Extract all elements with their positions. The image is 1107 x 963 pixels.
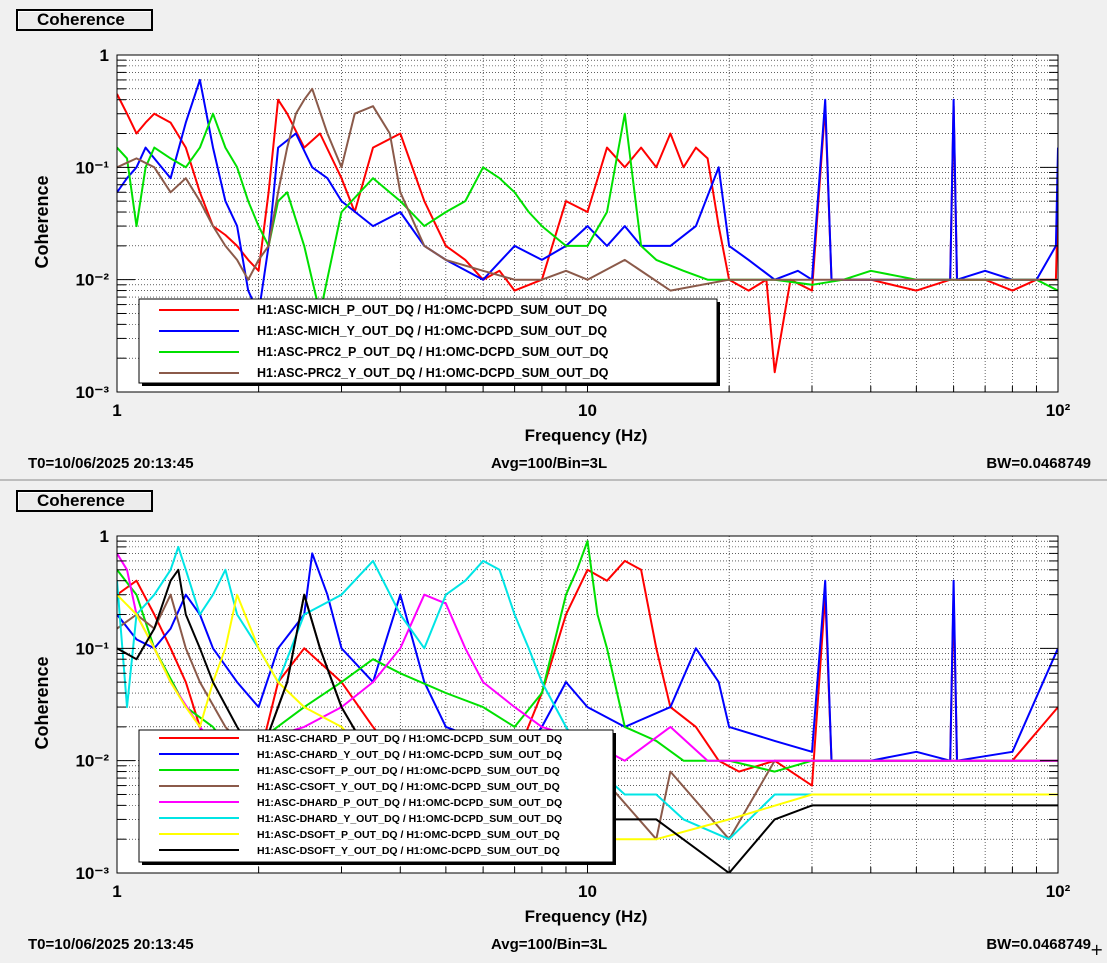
y-tick-label: 10⁻³ [75,383,109,402]
series-line-4[interactable] [117,87,1058,292]
y-tick-label: 1 [100,46,109,65]
legend-entry-5: H1:ASC-DHARD_P_OUT_DQ / H1:OMC-DCPD_SUM_… [257,797,562,809]
x-tick-label: 10² [1046,401,1071,420]
legend-entry-2: H1:ASC-CHARD_Y_OUT_DQ / H1:OMC-DCPD_SUM_… [257,749,562,761]
y-tick-label: 10⁻² [75,752,109,771]
y-tick-label: 1 [100,527,109,546]
y-axis-title: Coherence [32,656,52,749]
x-axis-title: Frequency (Hz) [525,426,648,445]
series-line-7[interactable] [117,593,1058,841]
coherence-chart-2[interactable]: 1 10 10² 10⁻³ 10⁻² 10⁻¹ 1 Frequency (Hz) Coheren… [0,481,1107,931]
legend-entry-3: H1:ASC-CSOFT_P_OUT_DQ / H1:OMC-DCPD_SUM_… [257,765,560,777]
series-line-8[interactable] [117,568,1058,873]
series-line-6[interactable] [117,545,1058,841]
legend[interactable]: H1:ASC-MICH_P_OUT_DQ / H1:OMC-DCPD_SUM_O… [138,298,720,386]
y-tick-label: 10⁻³ [75,864,109,883]
y-tick-label: 10⁻¹ [75,639,109,658]
axis-ticks [116,540,1058,874]
crosshair-cursor-icon: + [1090,940,1104,959]
legend-entry-4: H1:ASC-PRC2_Y_OUT_DQ / H1:OMC-DCPD_SUM_O… [257,366,609,380]
x-tick-label: 10² [1046,882,1071,901]
coherence-panel-2: Coherence 1 10 10² 10⁻³ 10⁻² 10⁻¹ 1 Frequency (… [0,481,1107,960]
averaging-info: Avg=100/Bin=3L [491,455,608,472]
x-axis-title: Frequency (Hz) [525,907,648,926]
panel-title-button[interactable]: Coherence [16,490,153,512]
axis-ticks [116,59,1058,393]
t0-timestamp: T0=10/06/2025 20:13:45 [28,936,194,953]
x-tick-label: 1 [112,401,121,420]
panel-title-button[interactable]: Coherence [16,9,153,31]
legend-entry-6: H1:ASC-DHARD_Y_OUT_DQ / H1:OMC-DCPD_SUM_… [257,813,562,825]
legend-entry-4: H1:ASC-CSOFT_Y_OUT_DQ / H1:OMC-DCPD_SUM_… [257,781,560,793]
coherence-panel-1: Coherence 1 10 10² 10⁻³ 10⁻² 10⁻¹ 1 Frequency (… [0,0,1107,479]
bandwidth-info: BW=0.0468749 [986,455,1091,472]
legend-entry-7: H1:ASC-DSOFT_P_OUT_DQ / H1:OMC-DCPD_SUM_… [257,829,560,841]
series-line-3[interactable] [117,112,1058,315]
legend-entry-1: H1:ASC-CHARD_P_OUT_DQ / H1:OMC-DCPD_SUM_… [257,733,562,745]
x-tick-label: 10 [578,882,597,901]
y-tick-label: 10⁻² [75,271,109,290]
series-group [117,78,1058,374]
x-tick-label: 1 [112,882,121,901]
x-tick-label: 10 [578,401,597,420]
legend-entry-1: H1:ASC-MICH_P_OUT_DQ / H1:OMC-DCPD_SUM_O… [257,303,607,317]
t0-timestamp: T0=10/06/2025 20:13:45 [28,455,194,472]
legend[interactable]: H1:ASC-CHARD_P_OUT_DQ / H1:OMC-DCPD_SUM_… [138,729,616,865]
y-tick-label: 10⁻¹ [75,158,109,177]
coherence-chart-1[interactable]: 1 10 10² 10⁻³ 10⁻² 10⁻¹ 1 Frequency (Hz) Coheren… [0,0,1107,450]
legend-entry-3: H1:ASC-PRC2_P_OUT_DQ / H1:OMC-DCPD_SUM_O… [257,345,609,359]
y-axis-title: Coherence [32,175,52,268]
legend-entry-8: H1:ASC-DSOFT_Y_OUT_DQ / H1:OMC-DCPD_SUM_… [257,845,560,857]
panel-divider[interactable] [0,479,1107,481]
legend-entry-2: H1:ASC-MICH_Y_OUT_DQ / H1:OMC-DCPD_SUM_O… [257,324,607,338]
bandwidth-info: BW=0.0468749 [986,936,1091,953]
averaging-info: Avg=100/Bin=3L [491,936,608,953]
